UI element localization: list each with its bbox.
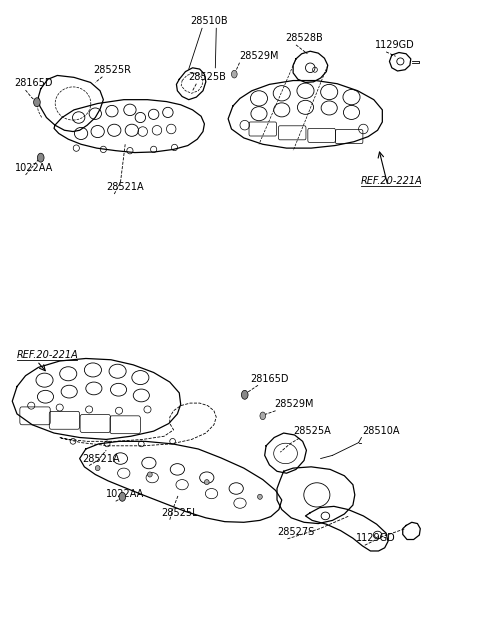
Ellipse shape <box>258 494 262 500</box>
Circle shape <box>260 412 265 420</box>
Text: REF.20-221A: REF.20-221A <box>17 350 79 359</box>
Circle shape <box>231 70 237 78</box>
Text: 28525A: 28525A <box>293 426 331 436</box>
Text: 28521A: 28521A <box>106 182 144 192</box>
Ellipse shape <box>204 480 209 485</box>
Circle shape <box>37 153 44 162</box>
Text: 28527S: 28527S <box>277 527 314 537</box>
Text: 28510B: 28510B <box>191 16 228 26</box>
Text: 28521A: 28521A <box>83 454 120 464</box>
Ellipse shape <box>96 466 100 471</box>
Text: 28529M: 28529M <box>240 51 279 62</box>
Text: 28165D: 28165D <box>251 374 289 384</box>
Circle shape <box>119 493 126 502</box>
Text: REF.20-221A: REF.20-221A <box>360 176 422 186</box>
Text: 1022AA: 1022AA <box>14 163 53 173</box>
Ellipse shape <box>147 472 152 477</box>
Circle shape <box>241 390 248 399</box>
Text: 28525B: 28525B <box>188 72 226 82</box>
Text: 1022AA: 1022AA <box>106 489 144 500</box>
Text: 28529M: 28529M <box>274 399 313 410</box>
Text: 28165D: 28165D <box>14 78 53 88</box>
Text: 28525R: 28525R <box>93 65 131 75</box>
Text: 28528B: 28528B <box>285 33 323 43</box>
Text: 1129GD: 1129GD <box>356 533 396 543</box>
Text: 28525L: 28525L <box>162 508 198 518</box>
Circle shape <box>34 98 40 107</box>
Text: 1129GD: 1129GD <box>375 40 415 50</box>
Text: 28510A: 28510A <box>362 426 400 436</box>
